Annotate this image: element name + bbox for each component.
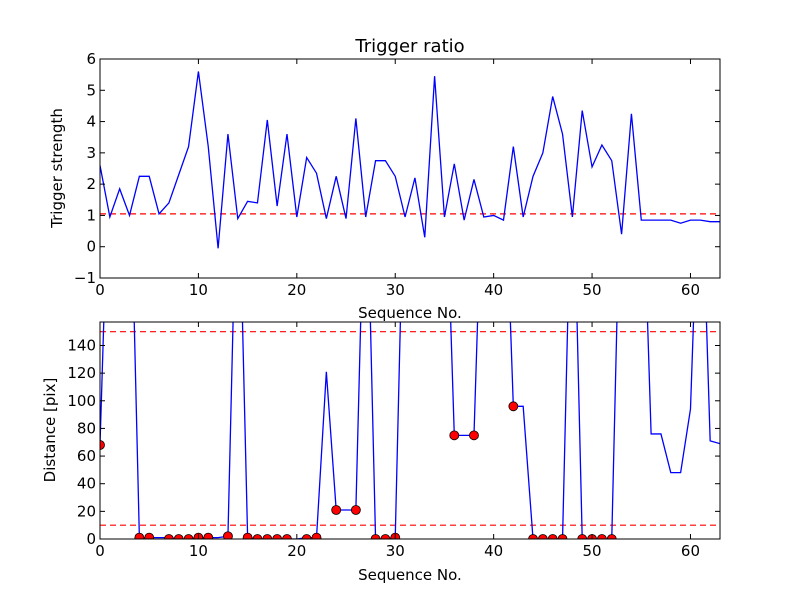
x-tick-label: 40 [484,281,503,299]
series-line [100,71,720,249]
y-tick-label: 120 [67,364,96,382]
data-point [183,534,194,539]
data-point [272,534,283,539]
series-line [100,322,720,539]
chart-title: Trigger ratio [354,36,464,57]
y-tick-label: 40 [77,475,96,493]
x-tick-label: 0 [95,542,105,560]
data-point [380,534,391,539]
x-tick-label: 10 [189,542,208,560]
x-tick-label: 30 [386,542,405,560]
x-tick-label: 40 [484,542,503,560]
y-tick-label: 140 [67,336,96,354]
data-point [577,534,588,539]
data-point [528,534,538,539]
y-tick-label: 2 [86,175,96,193]
y-tick-label: 5 [86,81,96,99]
y-tick-label: 60 [77,447,96,465]
data-point [301,534,312,539]
series-area [100,322,720,539]
data-point [331,505,342,515]
x-tick-label: 30 [386,281,405,299]
x-tick-label: 10 [189,281,208,299]
data-point [173,534,184,539]
data-point [557,534,568,539]
x-axis-label: Sequence No. [358,566,462,584]
data-point [606,534,617,539]
y-tick-label: 6 [86,50,96,68]
reference-lines [100,331,720,526]
y-tick-label: 80 [77,419,96,437]
data-point [134,532,145,539]
x-tick-label: 50 [583,281,602,299]
y-tick-label: 0 [86,530,96,548]
data-point [547,534,558,539]
data-point [163,534,174,539]
x-tick-label: 20 [287,542,306,560]
x-tick-label: 50 [583,542,602,560]
x-tick-label: 60 [681,542,700,560]
axis-ticks: 0 10 20 30 40 50 60 0 20 40 60 80 100 120 140 [67,322,720,560]
data-point [370,534,381,539]
y-tick-label: 4 [86,113,96,131]
y-axis-label: Distance [pix] [41,378,59,483]
data-point [597,534,607,539]
data-point [262,534,273,539]
y-axis-label: Trigger strength [48,108,66,229]
data-point [242,532,253,539]
data-point [469,430,479,441]
distance-chart: 0 10 20 30 40 50 60 0 20 40 60 80 100 120 140 Sequence… [41,321,721,584]
data-point [144,532,155,539]
y-tick-label: 100 [67,392,96,410]
y-tick-label: 3 [86,144,96,162]
y-tick-label: 1 [86,206,96,224]
x-tick-label: 60 [681,281,700,299]
series-area [100,71,720,249]
data-point [223,531,233,539]
data-point [537,534,548,539]
data-point [203,532,214,539]
data-point [282,534,292,539]
y-tick-label: 20 [77,502,96,520]
data-point [350,505,361,515]
x-tick-label: 20 [287,281,306,299]
data-point [252,534,263,539]
plot-frame [99,58,721,279]
plot-frame [99,321,721,540]
y-tick-label: 0 [86,238,96,256]
data-point [449,430,460,441]
y-tick-label: −1 [74,269,96,287]
data-point [100,440,105,450]
x-tick-label: 0 [95,281,105,299]
data-point [311,532,322,539]
x-axis-label: Sequence No. [358,304,462,322]
data-point [508,401,519,412]
